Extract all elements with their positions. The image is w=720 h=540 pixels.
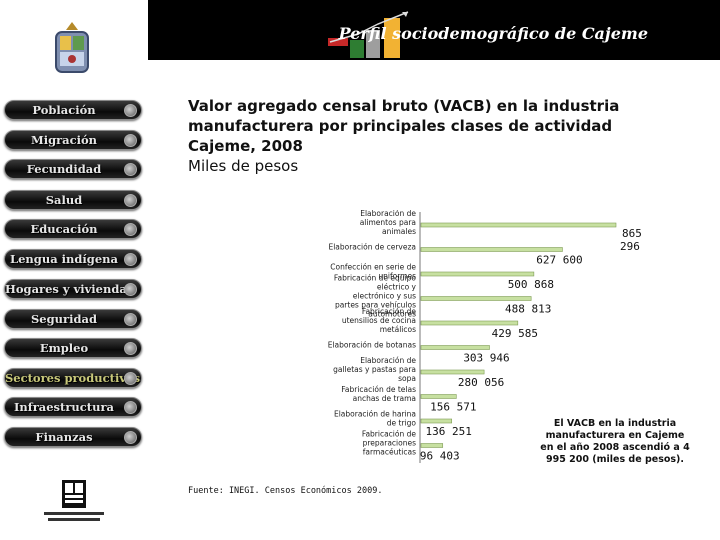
bar xyxy=(420,320,519,326)
title-line-3: Cajeme, 2008 xyxy=(188,137,303,155)
nav-knob-icon xyxy=(124,104,137,117)
category-label: Elaboración de botanas xyxy=(328,341,416,350)
bar xyxy=(420,296,532,301)
value-label: 429 585 xyxy=(492,327,538,340)
nav-salud-label: Salud xyxy=(45,193,83,207)
nav-educacion[interactable]: Educación xyxy=(4,219,142,239)
nav-seguridad-label: Seguridad xyxy=(31,312,97,326)
title-line-2: manufacturera por principales clases de … xyxy=(188,117,613,135)
category-label: Elaboración de alimentos para animales xyxy=(360,210,417,236)
nav-fecundidad-label: Fecundidad xyxy=(26,162,102,176)
nav-sectores-productivos[interactable]: Sectores productivos xyxy=(4,368,142,388)
page-title: Valor agregado censal bruto (VACB) en la… xyxy=(188,96,688,176)
category-label: Elaboración de cerveza xyxy=(328,243,416,252)
value-label: 865 296 xyxy=(620,227,642,253)
nav-seguridad[interactable]: Seguridad xyxy=(4,309,142,329)
value-label: 136 251 xyxy=(426,425,472,438)
nav-infraestructura-label: Infraestructura xyxy=(14,400,114,414)
source-note: Fuente: INEGI. Censos Económicos 2009. xyxy=(188,486,383,496)
nav-lengua-indigena-label: Lengua indígena xyxy=(10,252,118,266)
summary-note: El VACB en la industria manufacturera en… xyxy=(540,418,690,465)
nav-knob-icon xyxy=(124,194,137,207)
nav-infraestructura[interactable]: Infraestructura xyxy=(4,397,142,417)
nav-empleo-label: Empleo xyxy=(39,341,89,355)
municipal-seal-icon xyxy=(55,22,89,73)
nav-fecundidad[interactable]: Fecundidad xyxy=(4,159,142,179)
nav-knob-icon xyxy=(124,372,137,385)
bar-chart-icon xyxy=(328,11,409,58)
bar xyxy=(420,394,457,399)
nav-hogares-viviendas-label: Hogares y viviendas xyxy=(5,282,134,296)
unit-label: Miles de pesos xyxy=(188,157,299,175)
nav-educacion-label: Educación xyxy=(30,222,98,236)
nav-lengua-indigena[interactable]: Lengua indígena xyxy=(4,249,142,269)
bar xyxy=(420,271,535,277)
category-label: Elaboración de galletas y pastas para sopa xyxy=(333,356,416,383)
nav-knob-icon xyxy=(124,401,137,414)
nav-finanzas-label: Finanzas xyxy=(35,430,93,444)
bar xyxy=(420,345,490,350)
nav-knob-icon xyxy=(124,163,137,176)
category-label: Elaboración de harina de trigo xyxy=(334,410,416,428)
nav-knob-icon xyxy=(124,134,137,147)
bar xyxy=(420,247,563,252)
header-banner: Perfil sociodemográfico de Cajeme xyxy=(148,0,720,60)
nav-poblacion-label: Población xyxy=(32,103,96,117)
title-line-1: Valor agregado censal bruto (VACB) en la… xyxy=(188,97,620,115)
bar xyxy=(420,222,617,228)
inegi-logo-icon xyxy=(44,480,104,521)
bar xyxy=(420,369,485,375)
category-label: Fabricación de preparaciones farmacéuticas xyxy=(362,430,417,457)
value-label: 303 946 xyxy=(463,352,509,365)
nav-knob-icon xyxy=(124,431,137,444)
nav-knob-icon xyxy=(124,283,137,296)
bar xyxy=(420,418,453,424)
nav-sectores-productivos-label: Sectores productivos xyxy=(5,371,141,385)
nav-knob-icon xyxy=(124,223,137,236)
nav-knob-icon xyxy=(124,342,137,355)
value-label: 156 571 xyxy=(430,401,476,414)
value-label: 280 056 xyxy=(458,376,504,389)
value-label: 488 813 xyxy=(505,303,551,316)
category-label: Fabricación de telas anchas de trama xyxy=(341,385,416,403)
sidebar: Población Migración Fecundidad Salud Edu… xyxy=(0,0,148,540)
bar xyxy=(420,443,444,448)
value-label: 627 600 xyxy=(536,254,582,267)
nav-knob-icon xyxy=(124,313,137,326)
nav-knob-icon xyxy=(124,253,137,266)
nav-empleo[interactable]: Empleo xyxy=(4,338,142,358)
category-label: Fabricación de utensilios de cocina metáli… xyxy=(342,307,417,334)
nav-hogares-viviendas[interactable]: Hogares y viviendas xyxy=(4,279,142,299)
bar-chart: Elaboración de alimentos para animales 865 2… xyxy=(328,210,642,463)
category-label: Confección en serie de uniformes xyxy=(330,263,416,281)
banner-title: Perfil sociodemográfico de Cajeme xyxy=(338,24,648,43)
category-label: Fabricación de equipo eléctrico y electrón… xyxy=(334,274,417,319)
value-label: 500 868 xyxy=(508,278,554,291)
value-label: 96 403 xyxy=(420,450,460,463)
nav-migracion-label: Migración xyxy=(30,133,98,147)
nav-salud[interactable]: Salud xyxy=(4,190,142,210)
nav-poblacion[interactable]: Población xyxy=(4,100,142,120)
nav-finanzas[interactable]: Finanzas xyxy=(4,427,142,447)
nav-migracion[interactable]: Migración xyxy=(4,130,142,150)
